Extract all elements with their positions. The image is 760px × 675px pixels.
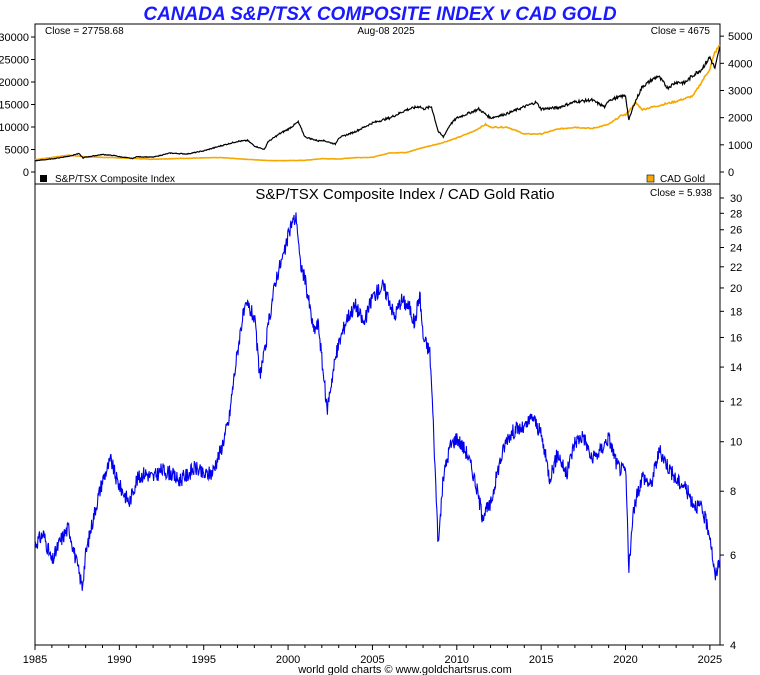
- ratio-tick-label: 28: [730, 208, 742, 220]
- tsx-tick-label: 5000: [5, 145, 29, 157]
- legend-gold-label: CAD Gold: [660, 174, 705, 185]
- ratio-tick-label: 26: [730, 225, 742, 237]
- ratio-tick-label: 16: [730, 332, 742, 344]
- bottom-panel-frame: [34, 183, 721, 646]
- ratio-title: S&P/TSX Composite Index / CAD Gold Ratio: [255, 186, 554, 203]
- gold-close-label: Close = 4675: [651, 26, 711, 37]
- ratio-tick-label: 20: [730, 283, 742, 295]
- x-tick-label: 2010: [445, 654, 469, 666]
- ratio-tick-label: 18: [730, 306, 742, 318]
- x-tick-label: 1995: [191, 654, 215, 666]
- date-label: Aug-08 2025: [357, 26, 415, 37]
- legend-tsx-label: S&P/TSX Composite Index: [55, 174, 175, 185]
- tsx-tick-label: 15000: [0, 100, 29, 112]
- bottom-right-axis: 4 6 8 10 12 14 16 18 20 22 24 26 28 30: [720, 193, 742, 652]
- x-tick-label: 1985: [23, 654, 47, 666]
- top-series: [34, 44, 721, 162]
- ratio-tick-label: 10: [730, 437, 742, 449]
- ratio-tick-label: 12: [730, 396, 742, 408]
- ratio-tick-label: 24: [730, 243, 742, 255]
- ratio-tick-label: 30: [730, 193, 742, 205]
- x-tick-label: 2015: [529, 654, 553, 666]
- ratio-series: [34, 212, 721, 591]
- gold-tick-label: 2000: [728, 113, 752, 125]
- tsx-line: [34, 46, 721, 162]
- ratio-line: [34, 212, 721, 591]
- ratio-tick-label: 6: [730, 550, 736, 562]
- x-tick-label: 2000: [276, 654, 300, 666]
- ratio-tick-label: 22: [730, 262, 742, 274]
- tsx-close-label: Close = 27758.68: [45, 26, 124, 37]
- gold-tick-label: 3000: [728, 85, 752, 97]
- tsx-tick-label: 30000: [0, 32, 29, 44]
- top-left-axis: 0 5000 10000 15000 20000 25000 30000: [0, 32, 35, 179]
- x-tick-label: 2020: [613, 654, 637, 666]
- x-tick-label: 2025: [698, 654, 722, 666]
- x-tick-label: 2005: [360, 654, 384, 666]
- tsx-tick-label: 25000: [0, 55, 29, 67]
- ratio-tick-label: 14: [730, 362, 742, 374]
- chart-title: CANADA S&P/TSX COMPOSITE INDEX v CAD GOL…: [143, 4, 617, 25]
- gold-tick-label: 5000: [728, 31, 752, 43]
- legend-tsx-swatch: [40, 175, 47, 182]
- top-right-axis: 0 1000 2000 3000 4000 5000: [720, 31, 752, 179]
- gold-tick-label: 4000: [728, 58, 752, 70]
- tsx-tick-label: 10000: [0, 122, 29, 134]
- x-tick-label: 1990: [107, 654, 131, 666]
- ratio-tick-label: 4: [730, 640, 736, 652]
- gold-tick-label: 1000: [728, 140, 752, 152]
- ratio-close-label: Close = 5.938: [650, 188, 712, 199]
- gold-line: [34, 44, 721, 162]
- ratio-tick-label: 8: [730, 486, 736, 498]
- legend-gold-swatch: [646, 174, 655, 183]
- tsx-tick-label: 20000: [0, 77, 29, 89]
- gold-tick-label: 0: [728, 167, 734, 179]
- top-panel-frame: [34, 23, 721, 185]
- footer-credit: world gold charts © www.goldchartsrus.co…: [297, 664, 512, 675]
- x-axis: 1985 1990 1995 2000 2005 2010 2015 2020 2025: [23, 645, 722, 666]
- tsx-tick-label: 0: [23, 167, 29, 179]
